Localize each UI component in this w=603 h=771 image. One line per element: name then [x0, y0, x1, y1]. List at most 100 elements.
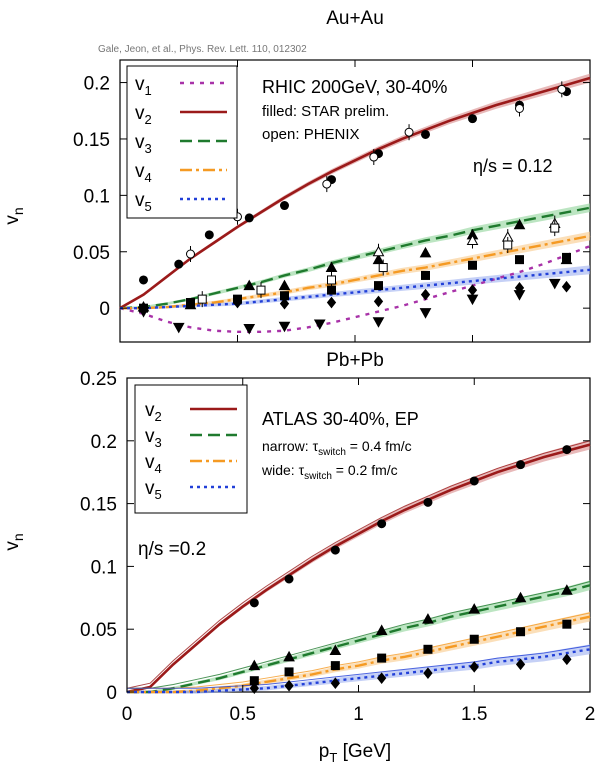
point-v1-filled [313, 319, 326, 330]
point-v1-filled [278, 321, 291, 333]
bottom-annotation-narrow: narrow: τswitch = 0.4 fm/c [262, 438, 412, 458]
series-line-v1 [119, 244, 591, 334]
point-v5-filled [232, 296, 243, 309]
point-v2-filled [244, 213, 254, 223]
series-line-v5 [127, 648, 591, 694]
point-v4-filled [330, 661, 340, 671]
bottom-panel: Pb+Pb 0 0.05 0.1 0.15 0.2 0.25 0 0.5 1 1.5 2 vn p… [2, 350, 595, 765]
point-v2-filled [174, 259, 184, 269]
legend-label-v5: v5 [145, 478, 162, 502]
legend-label-v3: v3 [145, 426, 162, 450]
bottom-ylabel: vn [2, 533, 26, 550]
bottom-points [248, 445, 573, 695]
point-v4-filled [562, 252, 571, 262]
ytick-label: 0.05 [73, 243, 110, 264]
top-panel-title: Au+Au [326, 8, 384, 29]
bottom-yticks: 0 0.05 0.1 0.15 0.2 0.25 [80, 369, 590, 704]
point-v2-filled [330, 545, 340, 555]
band-v4 [127, 611, 590, 694]
ytick-label: 0 [99, 299, 110, 320]
point-v3-open [466, 234, 479, 245]
ytick-label: 0.25 [80, 369, 117, 390]
point-v3-filled [514, 591, 527, 603]
point-v2-filled [204, 230, 214, 240]
legend-label-v1: v1 [135, 74, 152, 98]
point-v1-filled [419, 308, 432, 319]
ytick-label: 0.1 [91, 557, 117, 578]
point-v3-filled [248, 659, 261, 671]
point-v2-filled [423, 497, 433, 507]
series-line-wide-v3 [127, 580, 591, 689]
bottom-panel-title: Pb+Pb [326, 350, 384, 371]
point-v2-filled [468, 114, 477, 124]
point-v2-filled [280, 201, 289, 211]
bottom-annotation-atlas: ATLAS 30-40%, EP [262, 409, 419, 429]
point-v2-open [369, 152, 379, 162]
point-v4-filled [469, 634, 479, 644]
point-v2-filled [377, 519, 387, 529]
series-line-wide-v4 [127, 612, 591, 689]
ytick-label: 0 [106, 683, 117, 704]
point-v3-filled [422, 613, 434, 624]
ytick-label: 0.15 [73, 130, 110, 151]
point-v2-open [557, 84, 567, 94]
point-v4-open [327, 275, 336, 285]
series-line-wide-v2 [126, 440, 591, 689]
point-v4-filled [284, 667, 294, 677]
point-v2-filled [516, 460, 526, 470]
citation: Gale, Jeon, et al., Phys. Rev. Lett. 110… [98, 44, 307, 55]
point-v5-filled [279, 297, 290, 310]
top-annotation-phenix: open: PHENIX [262, 126, 360, 143]
point-v5-filled [377, 672, 387, 684]
point-v5-filled [249, 682, 259, 695]
point-v3-filled [325, 261, 338, 273]
point-v4-filled [186, 298, 195, 308]
point-v5-filled [562, 653, 572, 666]
top-annotation-eta: η/s = 0.12 [473, 156, 553, 176]
bottom-xticks: 0 0.5 1 1.5 2 [122, 378, 596, 725]
legend-label-v3: v3 [135, 132, 152, 156]
point-v1-filled [466, 294, 479, 306]
series-line-v3 [127, 584, 591, 694]
xtick-label: 2 [585, 704, 596, 725]
point-v5-filled [561, 280, 572, 293]
xtick-label: 0.5 [230, 704, 256, 725]
point-v4-open [503, 240, 513, 250]
ytick-label: 0.05 [80, 620, 117, 641]
xtick-label: 1.5 [461, 704, 487, 725]
top-annotation-energy: RHIC 200GeV, 30-40% [262, 77, 447, 97]
ytick-label: 0.15 [80, 495, 117, 516]
point-v2-filled [421, 129, 430, 139]
point-v1-filled [372, 317, 385, 328]
point-v4-filled [468, 260, 477, 270]
point-v3-filled [419, 246, 432, 258]
top-legend: v1 v2 v3 v4 v5 [135, 74, 227, 214]
point-v5-filled [326, 296, 337, 309]
point-v2-filled [284, 574, 294, 584]
legend-label-v5: v5 [135, 190, 152, 214]
bottom-lines [126, 440, 591, 694]
point-v2-open [322, 179, 332, 189]
bottom-annotation-wide: wide: τswitch = 0.2 fm/c [261, 462, 398, 482]
point-v3-filled [278, 279, 291, 291]
ytick-label: 0.2 [91, 432, 117, 453]
point-v3-filled [283, 650, 295, 662]
top-yticks: 0 0.05 0.1 0.15 0.2 [73, 74, 590, 320]
point-v3-filled [375, 624, 388, 635]
point-v3-filled [329, 644, 342, 656]
point-v4-open [197, 294, 207, 304]
point-v2-filled [139, 275, 148, 285]
point-v3-open [372, 245, 385, 257]
legend-label-v4: v4 [145, 452, 162, 476]
top-lines [119, 76, 591, 334]
point-v1-filled [548, 278, 561, 290]
xtick-label: 0 [122, 704, 133, 725]
point-v5-filled [423, 667, 433, 679]
point-v3-filled [243, 279, 256, 291]
series-line-v2 [126, 443, 591, 694]
point-v2-filled [249, 598, 259, 608]
top-annotation-star: filled: STAR prelim. [262, 103, 389, 120]
series-line-v4 [127, 615, 591, 694]
